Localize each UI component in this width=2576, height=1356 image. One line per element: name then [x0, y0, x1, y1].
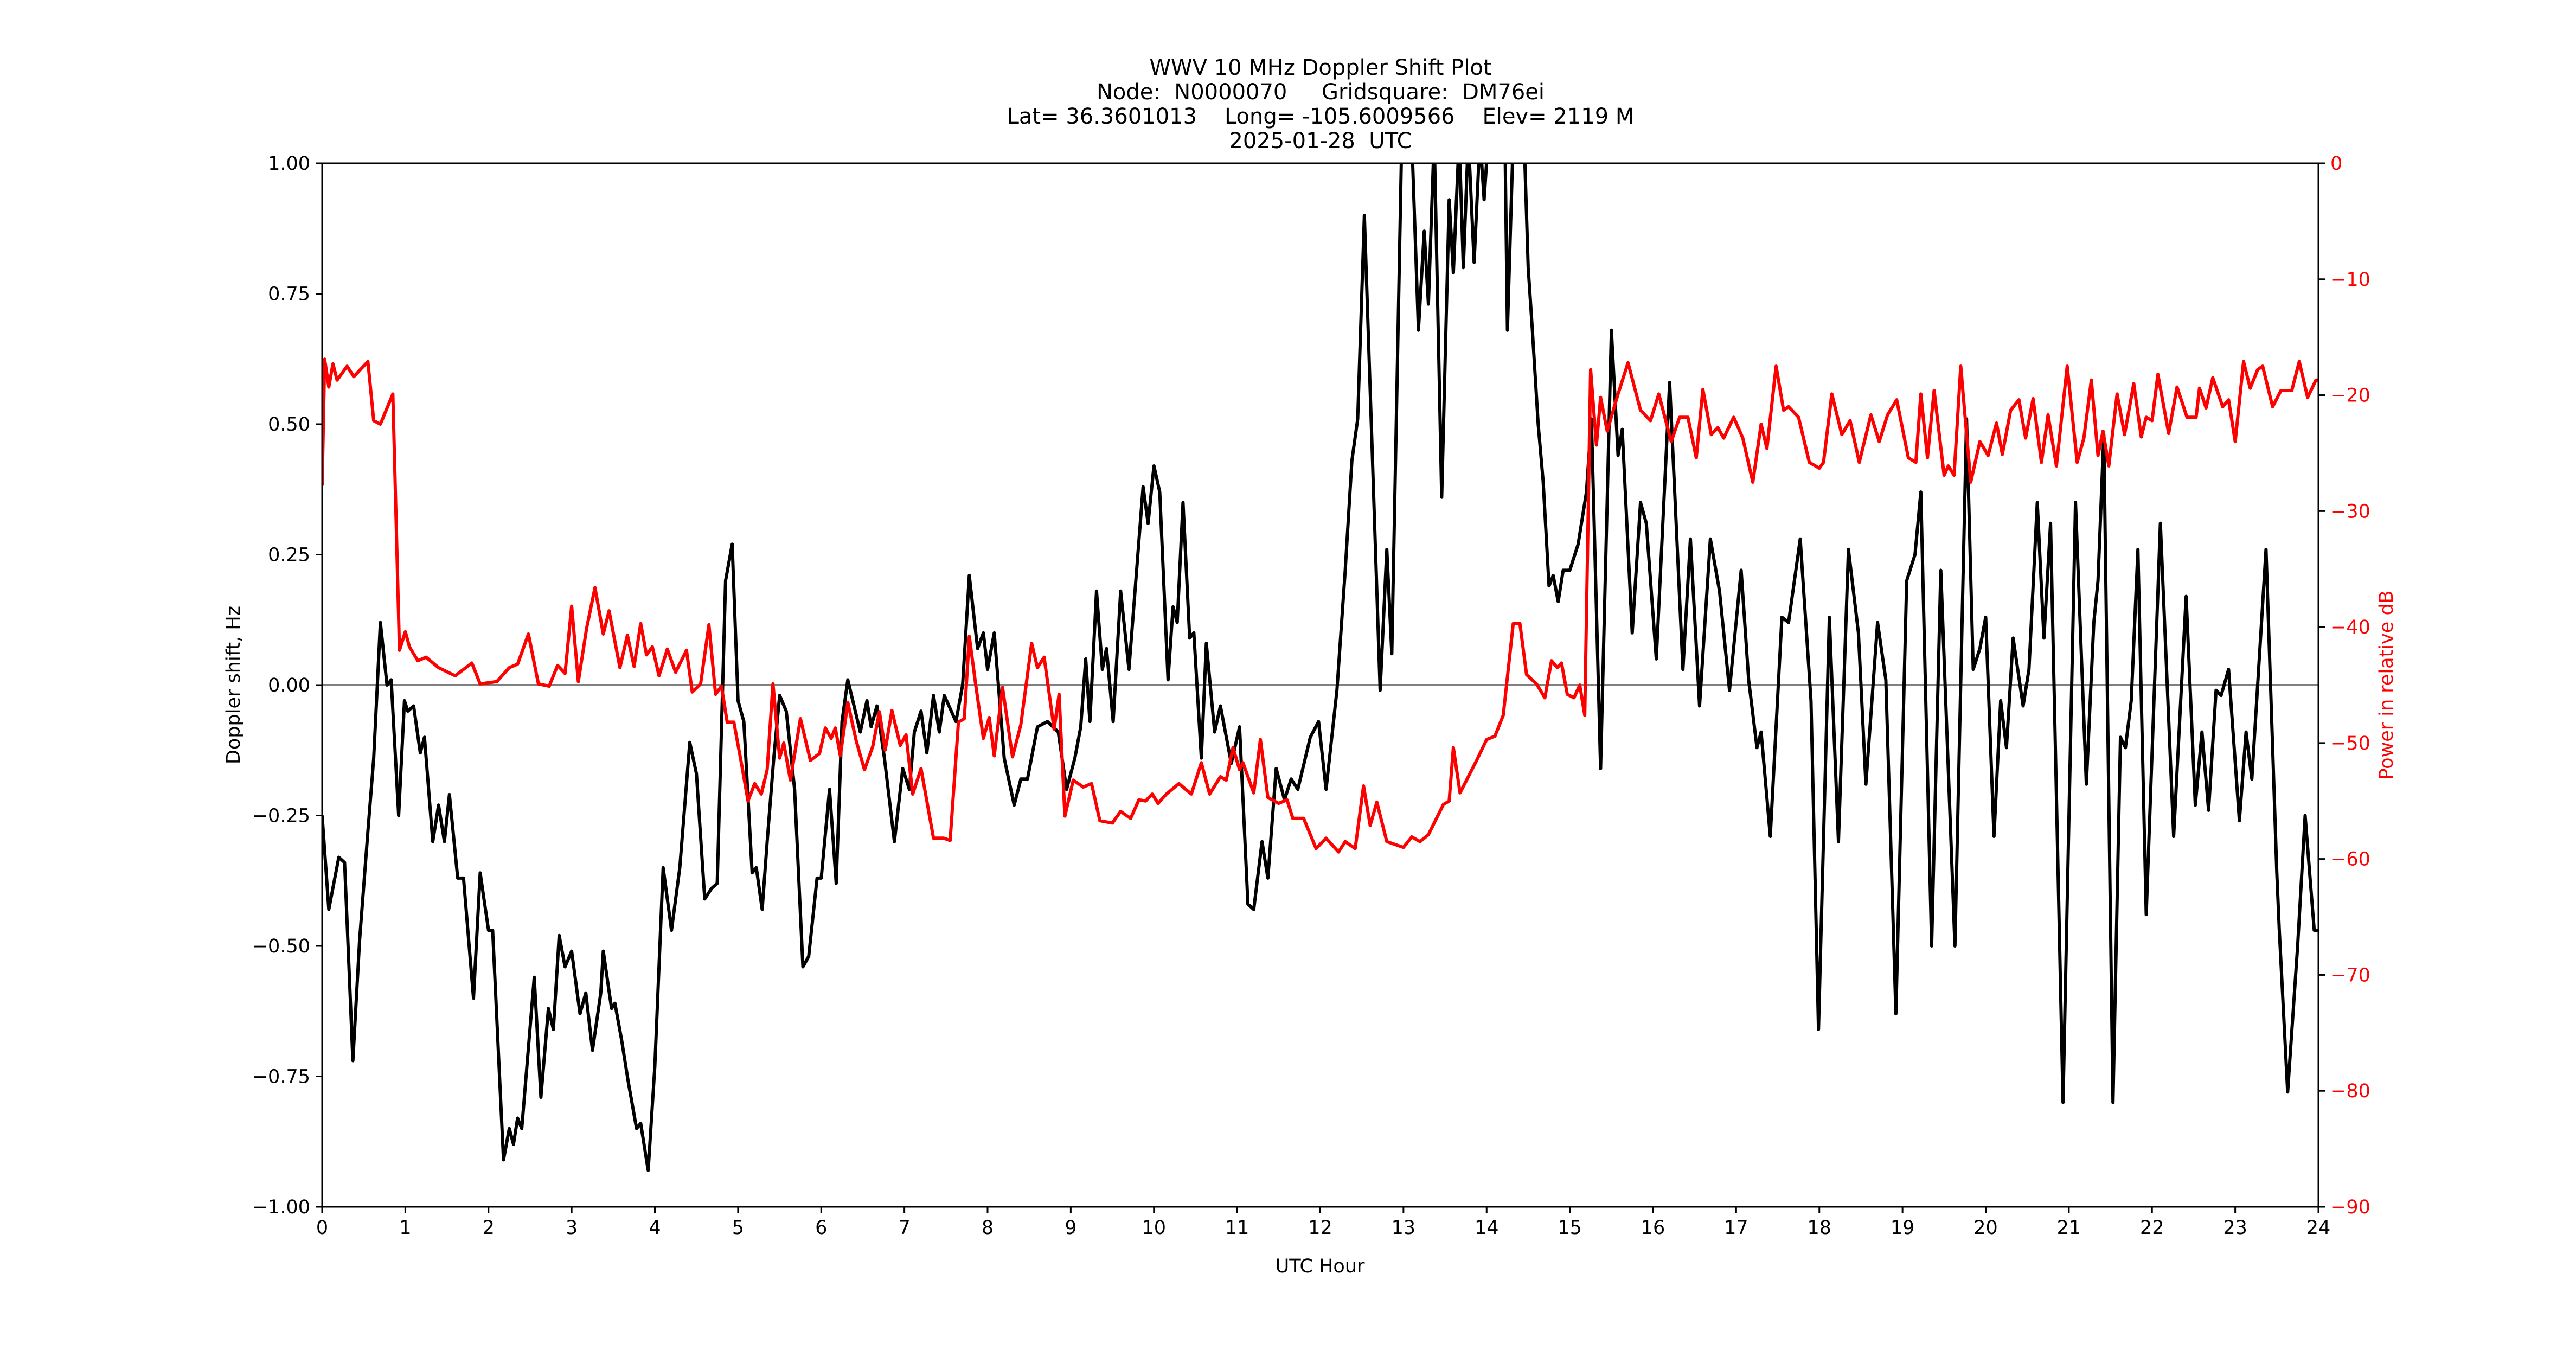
y-tick-label: −0.25 — [252, 805, 310, 827]
y-tick-label: 0.00 — [268, 675, 310, 696]
x-tick-label: 2 — [483, 1217, 495, 1239]
x-tick-label: 5 — [732, 1217, 744, 1239]
y2-tick-label: −30 — [2330, 501, 2370, 522]
x-tick-label: 0 — [316, 1217, 328, 1239]
y2-tick-label: −40 — [2330, 617, 2370, 638]
x-axis-ticks: 0 1 2 3 4 5 6 7 8 9 10 11 12 13 14 15 16 17 18 19 20 21 22 23 24 — [316, 1207, 2330, 1239]
y2-tick-label: −50 — [2330, 733, 2370, 754]
y2-axis-label: Power in relative dB — [2376, 590, 2398, 779]
x-tick-label: 18 — [1807, 1217, 1831, 1239]
x-tick-label: 20 — [1973, 1217, 1998, 1239]
x-tick-label: 17 — [1724, 1217, 1748, 1239]
y2-tick-label: 0 — [2330, 153, 2342, 175]
x-tick-label: 8 — [982, 1217, 994, 1239]
y-tick-label: −1.00 — [252, 1197, 310, 1218]
x-tick-label: 10 — [1142, 1217, 1166, 1239]
x-tick-label: 4 — [649, 1217, 661, 1239]
x-tick-label: 12 — [1308, 1217, 1332, 1239]
x-tick-label: 7 — [898, 1217, 910, 1239]
x-axis-label: UTC Hour — [1276, 1256, 1365, 1277]
chart-title: WWV 10 MHz Doppler Shift Plot — [1149, 55, 1492, 80]
y-tick-label: 0.75 — [268, 284, 310, 305]
y-tick-label: −0.50 — [252, 936, 310, 957]
x-tick-label: 3 — [566, 1217, 578, 1239]
x-tick-label: 9 — [1065, 1217, 1076, 1239]
y-tick-label: 0.25 — [268, 545, 310, 566]
x-tick-label: 22 — [2140, 1217, 2164, 1239]
y-axis-ticks: 1.00 0.75 0.50 0.25 0.00 −0.25 −0.50 −0.75 −1.00 — [252, 153, 322, 1218]
y2-tick-label: −70 — [2330, 964, 2370, 986]
x-tick-label: 15 — [1558, 1217, 1582, 1239]
plot-frame — [321, 162, 2319, 1208]
y2-tick-label: −80 — [2330, 1080, 2370, 1102]
y-axis-label: Doppler shift, Hz — [223, 606, 245, 764]
y2-axis-ticks: 0 −10 −20 −30 −40 −50 −60 −70 −80 −90 — [2318, 153, 2370, 1218]
chart-subtitle-node: Node: N0000070 Gridsquare: DM76ei — [1097, 80, 1545, 105]
y-tick-label: −0.75 — [252, 1066, 310, 1088]
x-tick-label: 21 — [2057, 1217, 2081, 1239]
x-tick-label: 19 — [1891, 1217, 1915, 1239]
x-tick-label: 14 — [1475, 1217, 1499, 1239]
doppler-shift-line — [322, 163, 2318, 1172]
x-tick-label: 16 — [1641, 1217, 1665, 1239]
y-tick-label: 0.50 — [268, 414, 310, 436]
x-tick-label: 11 — [1225, 1217, 1249, 1239]
x-tick-label: 24 — [2306, 1217, 2331, 1239]
y-tick-label: 1.00 — [268, 153, 310, 175]
y2-tick-label: −60 — [2330, 849, 2370, 871]
x-tick-label: 1 — [399, 1217, 411, 1239]
x-tick-label: 6 — [815, 1217, 827, 1239]
chart-title-block: WWV 10 MHz Doppler Shift Plot Node: N000… — [0, 56, 2576, 153]
y2-tick-label: −10 — [2330, 269, 2370, 291]
x-tick-label: 13 — [1392, 1217, 1416, 1239]
x-tick-label: 23 — [2223, 1217, 2247, 1239]
chart-subtitle-date: 2025-01-28 UTC — [1229, 129, 1412, 153]
power-db-line — [322, 357, 2318, 854]
chart-subtitle-location: Lat= 36.3601013 Long= -105.6009566 Elev=… — [1007, 104, 1635, 129]
y2-tick-label: −20 — [2330, 385, 2370, 407]
y2-tick-label: −90 — [2330, 1197, 2370, 1218]
